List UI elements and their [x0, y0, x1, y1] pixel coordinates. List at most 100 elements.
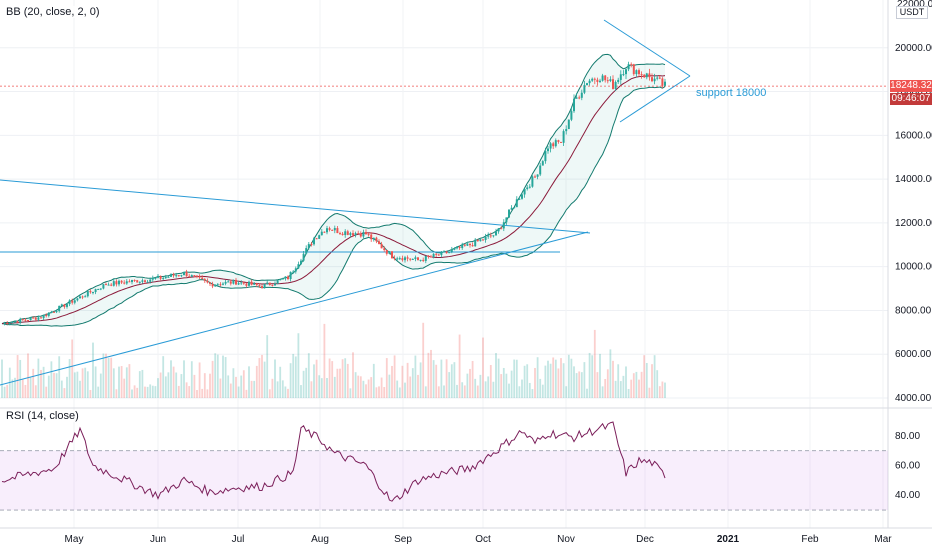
candle-body [175, 275, 178, 277]
y-tick-label: 10000.00 [895, 262, 932, 273]
volume-bar [354, 372, 357, 398]
trendline-descending [0, 179, 591, 234]
candle-body [105, 284, 107, 286]
candle-body [190, 275, 193, 277]
candle-body [50, 311, 53, 313]
volume-bar [198, 362, 201, 398]
volume-bar [6, 384, 9, 398]
trendline-support-rising [0, 231, 589, 386]
candle-body [86, 291, 89, 297]
candle-body [55, 311, 58, 313]
candle-body [536, 174, 539, 177]
candle-body [604, 75, 607, 81]
x-tick-label: Feb [801, 534, 819, 545]
x-tick-label: Sep [394, 534, 412, 545]
volume-bar [375, 387, 378, 398]
bb-indicator-label[interactable]: BB (20, close, 2, 0) [4, 6, 102, 18]
volume-bar [367, 379, 370, 398]
volume-bar [281, 380, 284, 398]
candle-body [552, 143, 555, 147]
candle-body [643, 74, 646, 78]
volume-bar [232, 368, 235, 398]
volume-bar [346, 363, 349, 398]
candle-body [112, 281, 115, 286]
candle-body [177, 275, 180, 277]
volume-bar [266, 335, 269, 398]
volume-bar [450, 364, 453, 398]
volume-bar [229, 383, 232, 398]
volume-bar [250, 380, 253, 398]
candle-body [450, 249, 453, 252]
volume-bar [536, 357, 539, 398]
candle-body [599, 80, 601, 82]
volume-bar [32, 368, 35, 398]
bb-upper [1, 53, 666, 325]
volume-bar [593, 329, 596, 398]
volume-bar [141, 369, 144, 398]
volume-bar [214, 353, 217, 398]
volume-bar [583, 362, 586, 398]
candle-body [297, 264, 300, 269]
volume-bar [497, 358, 500, 398]
volume-bar [86, 371, 89, 398]
candle-body [521, 194, 523, 199]
rsi-indicator-label[interactable]: RSI (14, close) [4, 410, 81, 422]
candle-body [279, 279, 282, 281]
candle-body [430, 256, 432, 258]
volume-bar [294, 356, 297, 398]
candle-body [601, 75, 604, 81]
candle-body [515, 199, 518, 208]
candle-body [435, 253, 438, 255]
candle-body [596, 79, 599, 82]
candle-body [609, 79, 612, 81]
volume-bar [469, 368, 471, 398]
candle-body [500, 228, 503, 230]
candle-body [354, 233, 357, 236]
candle-body [664, 81, 666, 86]
volume-bar [398, 387, 401, 398]
volume-bar [664, 382, 666, 398]
candle-body [648, 73, 651, 78]
volume-bar [643, 355, 646, 398]
volume-bar [365, 384, 367, 398]
rsi-band-fill [0, 450, 888, 511]
volume-bar [534, 367, 536, 398]
volume-bar [97, 386, 100, 398]
volume-bar [279, 366, 282, 398]
volume-bar [380, 377, 383, 398]
volume-bar [63, 388, 66, 398]
volume-bar [99, 373, 102, 398]
candle-body [133, 279, 136, 281]
candle-body [528, 186, 531, 188]
volume-bar [502, 367, 505, 398]
candle-body [562, 131, 565, 143]
candle-body [172, 274, 175, 276]
y-tick-label: 4000.00 [895, 393, 932, 404]
candle-body [29, 317, 32, 321]
volume-bar [560, 358, 562, 398]
candle-body [37, 317, 40, 320]
volume-bar [575, 373, 578, 398]
candle-body [120, 280, 123, 283]
candle-body [476, 239, 479, 242]
candle-body [53, 311, 55, 313]
volume-bar [183, 360, 185, 398]
candle-body [344, 231, 347, 236]
candle-body [560, 141, 562, 143]
candle-body [138, 281, 141, 283]
volume-bar [549, 363, 552, 398]
volume-bar [518, 386, 521, 398]
volume-bar [216, 354, 219, 398]
candle-body [341, 233, 344, 236]
candle-body [404, 257, 406, 261]
candle-body [357, 233, 360, 235]
volume-bar [318, 375, 321, 398]
candle-body [196, 275, 198, 277]
volume-bar [157, 378, 159, 398]
candle-body [469, 243, 471, 246]
candle-body [68, 300, 71, 305]
candle-body [591, 78, 594, 81]
volume-bar [635, 371, 638, 398]
triangle-lower [619, 75, 691, 123]
